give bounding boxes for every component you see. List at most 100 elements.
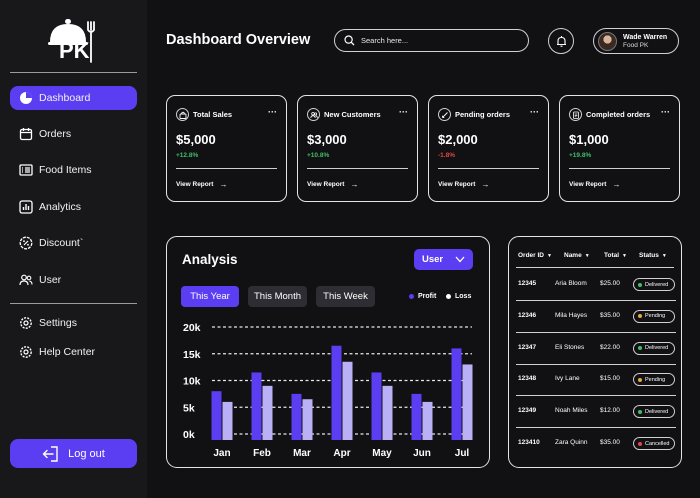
order-total: $35.00 xyxy=(600,311,620,319)
arrow-right-icon: → xyxy=(612,180,621,189)
more-options-icon[interactable]: ··· xyxy=(268,107,277,117)
order-id: 123410 xyxy=(518,439,540,446)
view-report-link[interactable]: View Report → xyxy=(569,180,620,189)
order-total: $12.00 xyxy=(600,407,620,415)
sidebar-divider xyxy=(10,303,137,304)
sidebar-item-discount[interactable]: Discount` xyxy=(10,231,137,255)
bell-icon xyxy=(556,35,566,47)
more-options-icon[interactable]: ··· xyxy=(661,107,670,117)
table-row[interactable]: 12349 Noah Miles $12.00 Delivered xyxy=(509,397,683,429)
stat-title: New Customers xyxy=(324,110,381,119)
status-dot xyxy=(638,409,642,414)
table-row[interactable]: 12348 Ivy Lane $15.00 Pending xyxy=(509,365,683,397)
sidebar-item-settings[interactable]: Settings xyxy=(10,311,137,335)
sidebar-item-user[interactable]: User xyxy=(10,268,137,292)
bar-loss xyxy=(382,385,393,440)
view-report-link[interactable]: View Report → xyxy=(438,180,489,189)
table-header-divider xyxy=(516,267,674,268)
stat-value: $5,000 xyxy=(176,132,216,147)
view-report-link[interactable]: View Report → xyxy=(176,180,227,189)
order-id: 12349 xyxy=(518,407,537,415)
logout-button[interactable]: Log out xyxy=(10,439,137,468)
status-label: Cancelled xyxy=(645,440,670,447)
chevron-down-icon xyxy=(455,256,465,263)
row-divider xyxy=(516,427,676,429)
list-icon xyxy=(19,163,33,177)
table-row[interactable]: 12345 Aria Bloom $25.00 Delivered xyxy=(509,270,683,301)
arrow-right-icon: → xyxy=(350,180,359,189)
user-role: Food PK xyxy=(623,41,649,49)
discount-badge-icon xyxy=(19,236,33,250)
column-header-name[interactable]: Name ▼ xyxy=(564,252,590,259)
table-row[interactable]: 12346 Mila Hayes $35.00 Pending xyxy=(509,302,683,333)
table-row[interactable]: 12347 Eli Stones $22.00 Delivered xyxy=(509,334,683,365)
bar-loss xyxy=(262,385,273,440)
sidebar-item-orders[interactable]: Orders xyxy=(10,122,137,146)
y-tick-label: 0k xyxy=(183,429,195,441)
bar-profit xyxy=(291,393,302,440)
view-report-link[interactable]: View Report → xyxy=(307,180,358,189)
stat-title: Pending orders xyxy=(455,110,511,119)
view-report-label: View Report xyxy=(438,181,476,188)
x-tick-label: Jan xyxy=(213,448,230,459)
select-value: User xyxy=(422,254,444,265)
customer-name: Aria Bloom xyxy=(555,280,587,287)
sidebar-item-dashboard[interactable]: Dashboard xyxy=(10,86,137,110)
order-id: 12346 xyxy=(518,311,537,319)
column-header-total[interactable]: Total ▼ xyxy=(604,252,627,259)
row-divider xyxy=(516,331,676,333)
user-profile-button[interactable]: Wade Warren Food PK xyxy=(593,28,679,54)
stat-change: -1.8% xyxy=(438,152,455,159)
user-name: Wade Warren xyxy=(623,33,668,41)
more-options-icon[interactable]: ··· xyxy=(399,107,408,117)
notifications-button[interactable] xyxy=(548,28,574,54)
y-tick-label: 20k xyxy=(183,322,201,334)
bar-profit xyxy=(451,348,462,440)
analysis-title: Analysis xyxy=(182,252,238,267)
tab-this-week[interactable]: This Week xyxy=(316,286,375,307)
card-divider xyxy=(569,168,670,169)
sidebar-item-analytics[interactable]: Analytics xyxy=(10,195,137,219)
row-divider xyxy=(516,363,676,365)
legend-label: Profit xyxy=(418,293,437,300)
stat-card-completed-orders: Completed orders ··· $1,000 +19.8% View … xyxy=(559,95,680,202)
card-divider xyxy=(438,168,539,169)
x-tick-label: Jun xyxy=(413,448,431,459)
caret-down-icon: ▼ xyxy=(661,252,667,259)
sidebar-item-food-items[interactable]: Food Items xyxy=(10,158,137,182)
tab-this-year[interactable]: This Year xyxy=(181,286,239,307)
column-header-order-id[interactable]: Order ID ▼ xyxy=(518,252,552,259)
sidebar-item-label: Help Center xyxy=(39,346,96,358)
avatar xyxy=(598,31,617,51)
stat-value: $3,000 xyxy=(307,132,347,147)
search-bar[interactable] xyxy=(334,29,529,52)
arrow-right-icon: → xyxy=(219,180,228,189)
analysis-panel: 0k 5k 10k 15k 20k Jan Feb Mar Apr May Jun Jul Analy… xyxy=(166,236,490,468)
pending-icon xyxy=(438,108,451,121)
bar-loss xyxy=(422,401,433,440)
bar-chart-icon xyxy=(19,200,33,214)
y-tick-label: 15k xyxy=(183,349,201,361)
column-header-status[interactable]: Status ▼ xyxy=(639,252,667,259)
order-total: $25.00 xyxy=(600,280,620,287)
customer-name: Ivy Lane xyxy=(555,375,580,383)
more-options-icon[interactable]: ··· xyxy=(530,107,539,117)
legend-loss: Loss xyxy=(446,293,471,300)
bar-profit xyxy=(251,372,262,440)
bar-loss xyxy=(302,399,313,440)
column-label: Status xyxy=(639,252,659,259)
order-id: 12348 xyxy=(518,375,537,383)
legend-dot xyxy=(409,294,414,299)
row-divider xyxy=(516,300,676,301)
customer-name: Zara Quinn xyxy=(555,439,588,446)
sidebar-item-help-center[interactable]: Help Center xyxy=(10,340,137,364)
search-input[interactable] xyxy=(361,36,521,45)
status-dot xyxy=(638,377,642,382)
stat-value: $1,000 xyxy=(569,132,609,147)
status-label: Delivered xyxy=(645,408,669,415)
table-row[interactable]: 123410 Zara Quinn $35.00 Cancelled xyxy=(509,429,683,460)
clipboard-icon xyxy=(569,108,582,121)
tab-this-month[interactable]: This Month xyxy=(248,286,307,307)
analysis-filter-select[interactable]: User xyxy=(414,249,473,270)
status-badge: Delivered xyxy=(633,341,675,355)
